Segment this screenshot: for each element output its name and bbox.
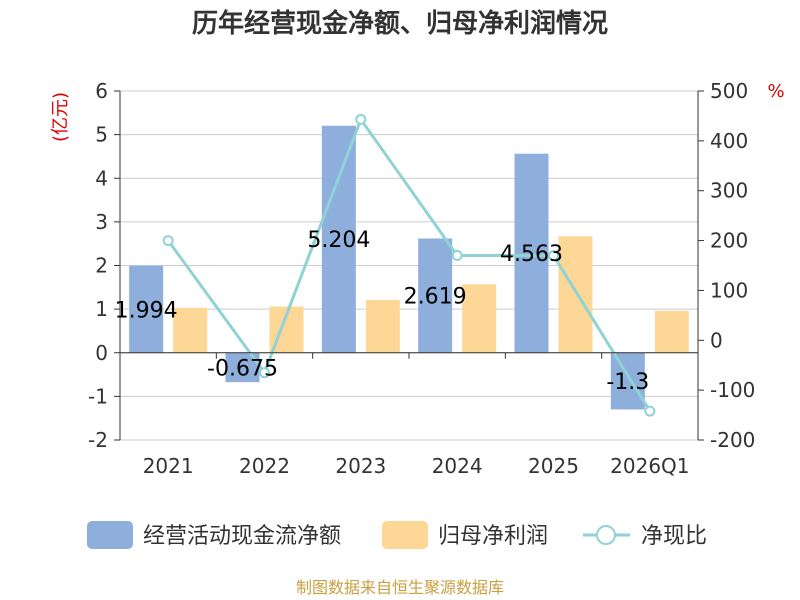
- right-tick-label: 400: [710, 129, 748, 153]
- cash-flow-data-label: 5.204: [307, 228, 370, 253]
- legend: 经营活动现金流净额 归母净利润 净现比: [87, 521, 707, 549]
- legend-label-net-profit: 归母净利润: [438, 524, 548, 549]
- chart-title: 历年经营现金净额、归母净利润情况: [192, 8, 608, 39]
- legend-swatch-net-profit: [382, 521, 428, 549]
- right-tick-label: 500: [710, 79, 748, 103]
- left-tick-label: 6: [95, 79, 108, 103]
- cash-flow-data-label: 1.994: [115, 298, 178, 323]
- left-tick-label: 3: [95, 210, 108, 234]
- left-tick-label: -2: [88, 428, 108, 452]
- ratio-point: [548, 250, 559, 262]
- net-profit-bar: [654, 310, 689, 353]
- legend-swatch-cash-flow: [87, 521, 133, 549]
- left-tick-label: 4: [95, 166, 108, 190]
- x-tick-label: 2025: [528, 454, 579, 478]
- right-tick-label: 200: [710, 229, 748, 253]
- cash-flow-data-label: 4.563: [500, 242, 563, 267]
- right-tick-label: 300: [710, 179, 748, 203]
- left-tick-label: 1: [95, 297, 108, 321]
- x-tick-label: 2021: [143, 454, 194, 478]
- source-note: 制图数据来自恒生聚源数据库: [296, 578, 504, 597]
- cash-flow-bar: [418, 238, 453, 353]
- net-profit-bar: [558, 236, 593, 353]
- left-axis-unit: (亿元): [50, 92, 71, 142]
- cash-flow-bar: [321, 125, 356, 353]
- net-profit-bar: [462, 284, 497, 353]
- data-labels: 1.994 -0.675 5.204 2.619 4.563 -1.3: [115, 228, 650, 395]
- legend-label-cash-flow: 经营活动现金流净额: [143, 524, 341, 549]
- legend-label-ratio: 净现比: [641, 524, 707, 549]
- ratio-point: [451, 250, 463, 262]
- x-tick-label: 2026Q1: [610, 454, 689, 478]
- ratio-point: [259, 367, 270, 379]
- right-axis-unit: %: [767, 81, 784, 102]
- cash-flow-bar: [610, 352, 645, 410]
- left-tick-label: -1: [88, 384, 108, 408]
- right-tick-label: 0: [710, 328, 723, 352]
- ratio-point: [162, 235, 174, 247]
- ratio-point: [355, 113, 367, 125]
- x-tick-label: 2024: [432, 454, 483, 478]
- axes: 6 5 4 3 2 1 0 -1 -2 500 400 300 200 100 0 -100 -200 2021 2…: [88, 79, 755, 478]
- right-tick-label: -200: [710, 428, 755, 452]
- legend-marker-ratio: [596, 525, 616, 545]
- ratio-point: [644, 405, 656, 417]
- cash-flow-data-label: 2.619: [404, 285, 467, 310]
- cash-flow-data-label: -1.3: [606, 370, 649, 395]
- right-tick-label: -100: [710, 378, 755, 402]
- left-tick-label: 5: [95, 123, 108, 147]
- net-profit-bar: [365, 299, 400, 353]
- right-tick-label: 100: [710, 278, 748, 302]
- cash-flow-bar: [129, 265, 164, 353]
- x-tick-label: 2023: [335, 454, 386, 478]
- left-tick-label: 2: [95, 254, 108, 278]
- net-profit-bar: [173, 307, 208, 353]
- left-tick-label: 0: [95, 341, 108, 365]
- ratio-line: [162, 113, 656, 417]
- bars: [129, 125, 689, 410]
- x-tick-label: 2022: [239, 454, 290, 478]
- cash-flow-data-label: -0.675: [207, 356, 278, 381]
- ratio-series-line: [166, 116, 652, 412]
- cash-flow-bar: [514, 153, 549, 353]
